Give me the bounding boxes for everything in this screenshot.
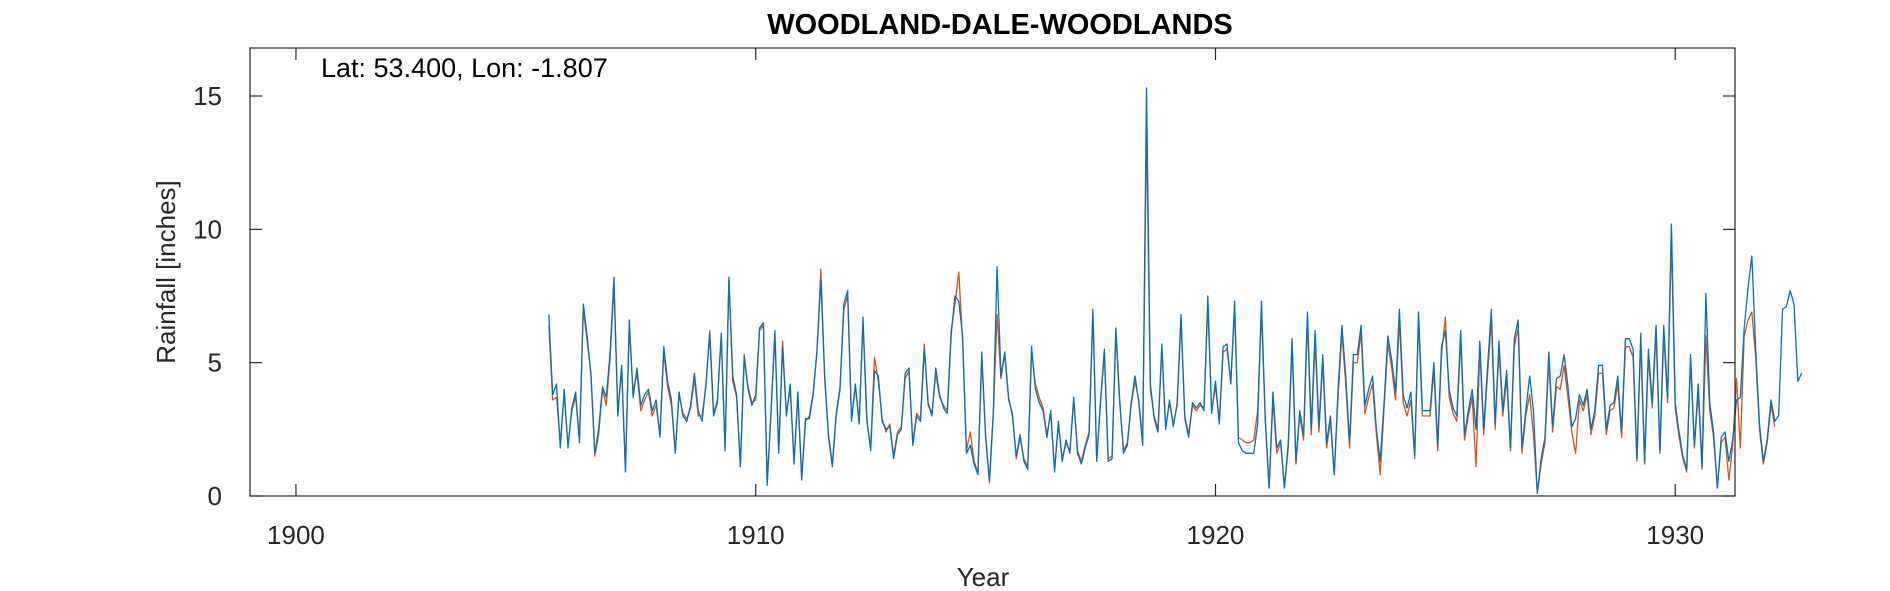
y-tick-label: 15 (193, 81, 222, 111)
series-layer (548, 87, 1803, 494)
x-tick-label: 1910 (727, 520, 785, 550)
axes-box (249, 47, 1736, 497)
y-tick-label: 10 (193, 214, 222, 244)
y-tick-label: 5 (208, 348, 222, 378)
y-axis-label: Rainfall [inches] (151, 180, 181, 364)
x-axis-label: Year (957, 562, 1010, 591)
x-tick-label: 1920 (1187, 520, 1245, 550)
x-tick-label: 1900 (267, 520, 325, 550)
axes-layer (249, 47, 1736, 497)
chart-title: WOODLAND-DALE-WOODLANDS (767, 9, 1233, 41)
series-line-1 (548, 87, 1803, 494)
tick-labels: 1900 1910 1920 1930 0 5 10 15 (193, 81, 1704, 550)
y-tick-label: 0 (208, 481, 222, 511)
location-annotation: Lat: 53.400, Lon: -1.807 (321, 53, 608, 83)
x-tick-label: 1930 (1646, 520, 1704, 550)
